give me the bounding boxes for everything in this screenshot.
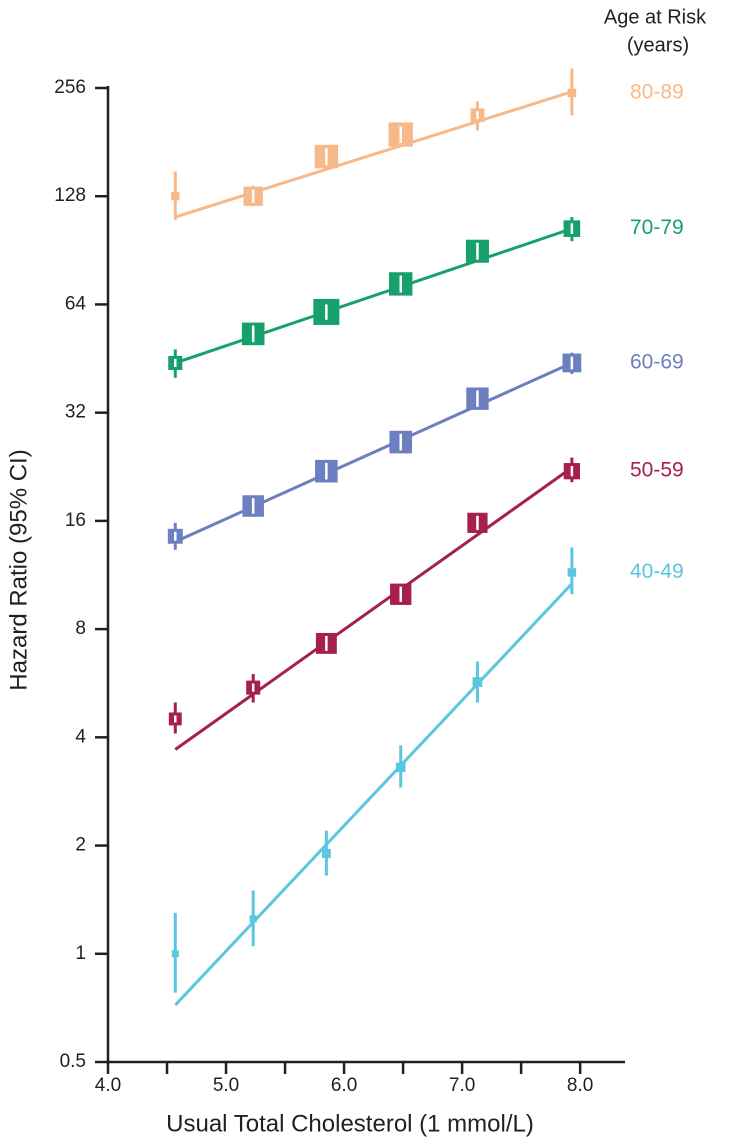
estimate-box <box>171 950 179 958</box>
fit-line <box>174 227 573 365</box>
estimate-box <box>395 762 406 773</box>
estimate-box <box>171 192 180 201</box>
legend-title: (years) <box>627 34 689 56</box>
x-tick-label: 6.0 <box>331 1075 357 1096</box>
legend-title: Age at Risk <box>604 6 707 28</box>
legend-label: 40-49 <box>630 560 684 583</box>
legend-label: 60-69 <box>630 350 684 373</box>
x-tick-label: 4.0 <box>95 1075 121 1096</box>
legend-label: 50-59 <box>630 459 684 482</box>
y-tick-label: 64 <box>65 293 87 314</box>
fit-line <box>174 90 573 219</box>
x-tick-label: 8.0 <box>567 1075 593 1096</box>
fit-line <box>174 582 573 1007</box>
estimate-box <box>249 915 257 923</box>
y-tick-label: 128 <box>54 185 86 206</box>
x-tick-label: 5.0 <box>213 1075 239 1096</box>
y-tick-label: 8 <box>75 618 86 639</box>
y-tick-label: 0.5 <box>60 1051 86 1072</box>
y-tick-label: 32 <box>65 402 86 423</box>
legend-label: 70-79 <box>630 216 684 239</box>
estimate-box <box>472 677 483 687</box>
y-tick-label: 2 <box>75 835 86 856</box>
legend-label: 80-89 <box>630 81 684 104</box>
x-axis-title: Usual Total Cholesterol (1 mmol/L) <box>166 1110 534 1137</box>
estimate-box <box>567 88 577 98</box>
y-tick-label: 256 <box>54 77 86 98</box>
estimate-box <box>321 849 331 859</box>
y-tick-label: 4 <box>75 726 86 747</box>
y-tick-label: 1 <box>75 943 86 964</box>
y-tick-label: 16 <box>65 510 86 531</box>
x-tick-label: 7.0 <box>449 1075 475 1096</box>
estimate-box <box>567 568 577 577</box>
y-axis-title: Hazard Ratio (95% CI) <box>5 449 32 690</box>
fit-line <box>174 361 573 544</box>
fit-line <box>174 466 573 751</box>
